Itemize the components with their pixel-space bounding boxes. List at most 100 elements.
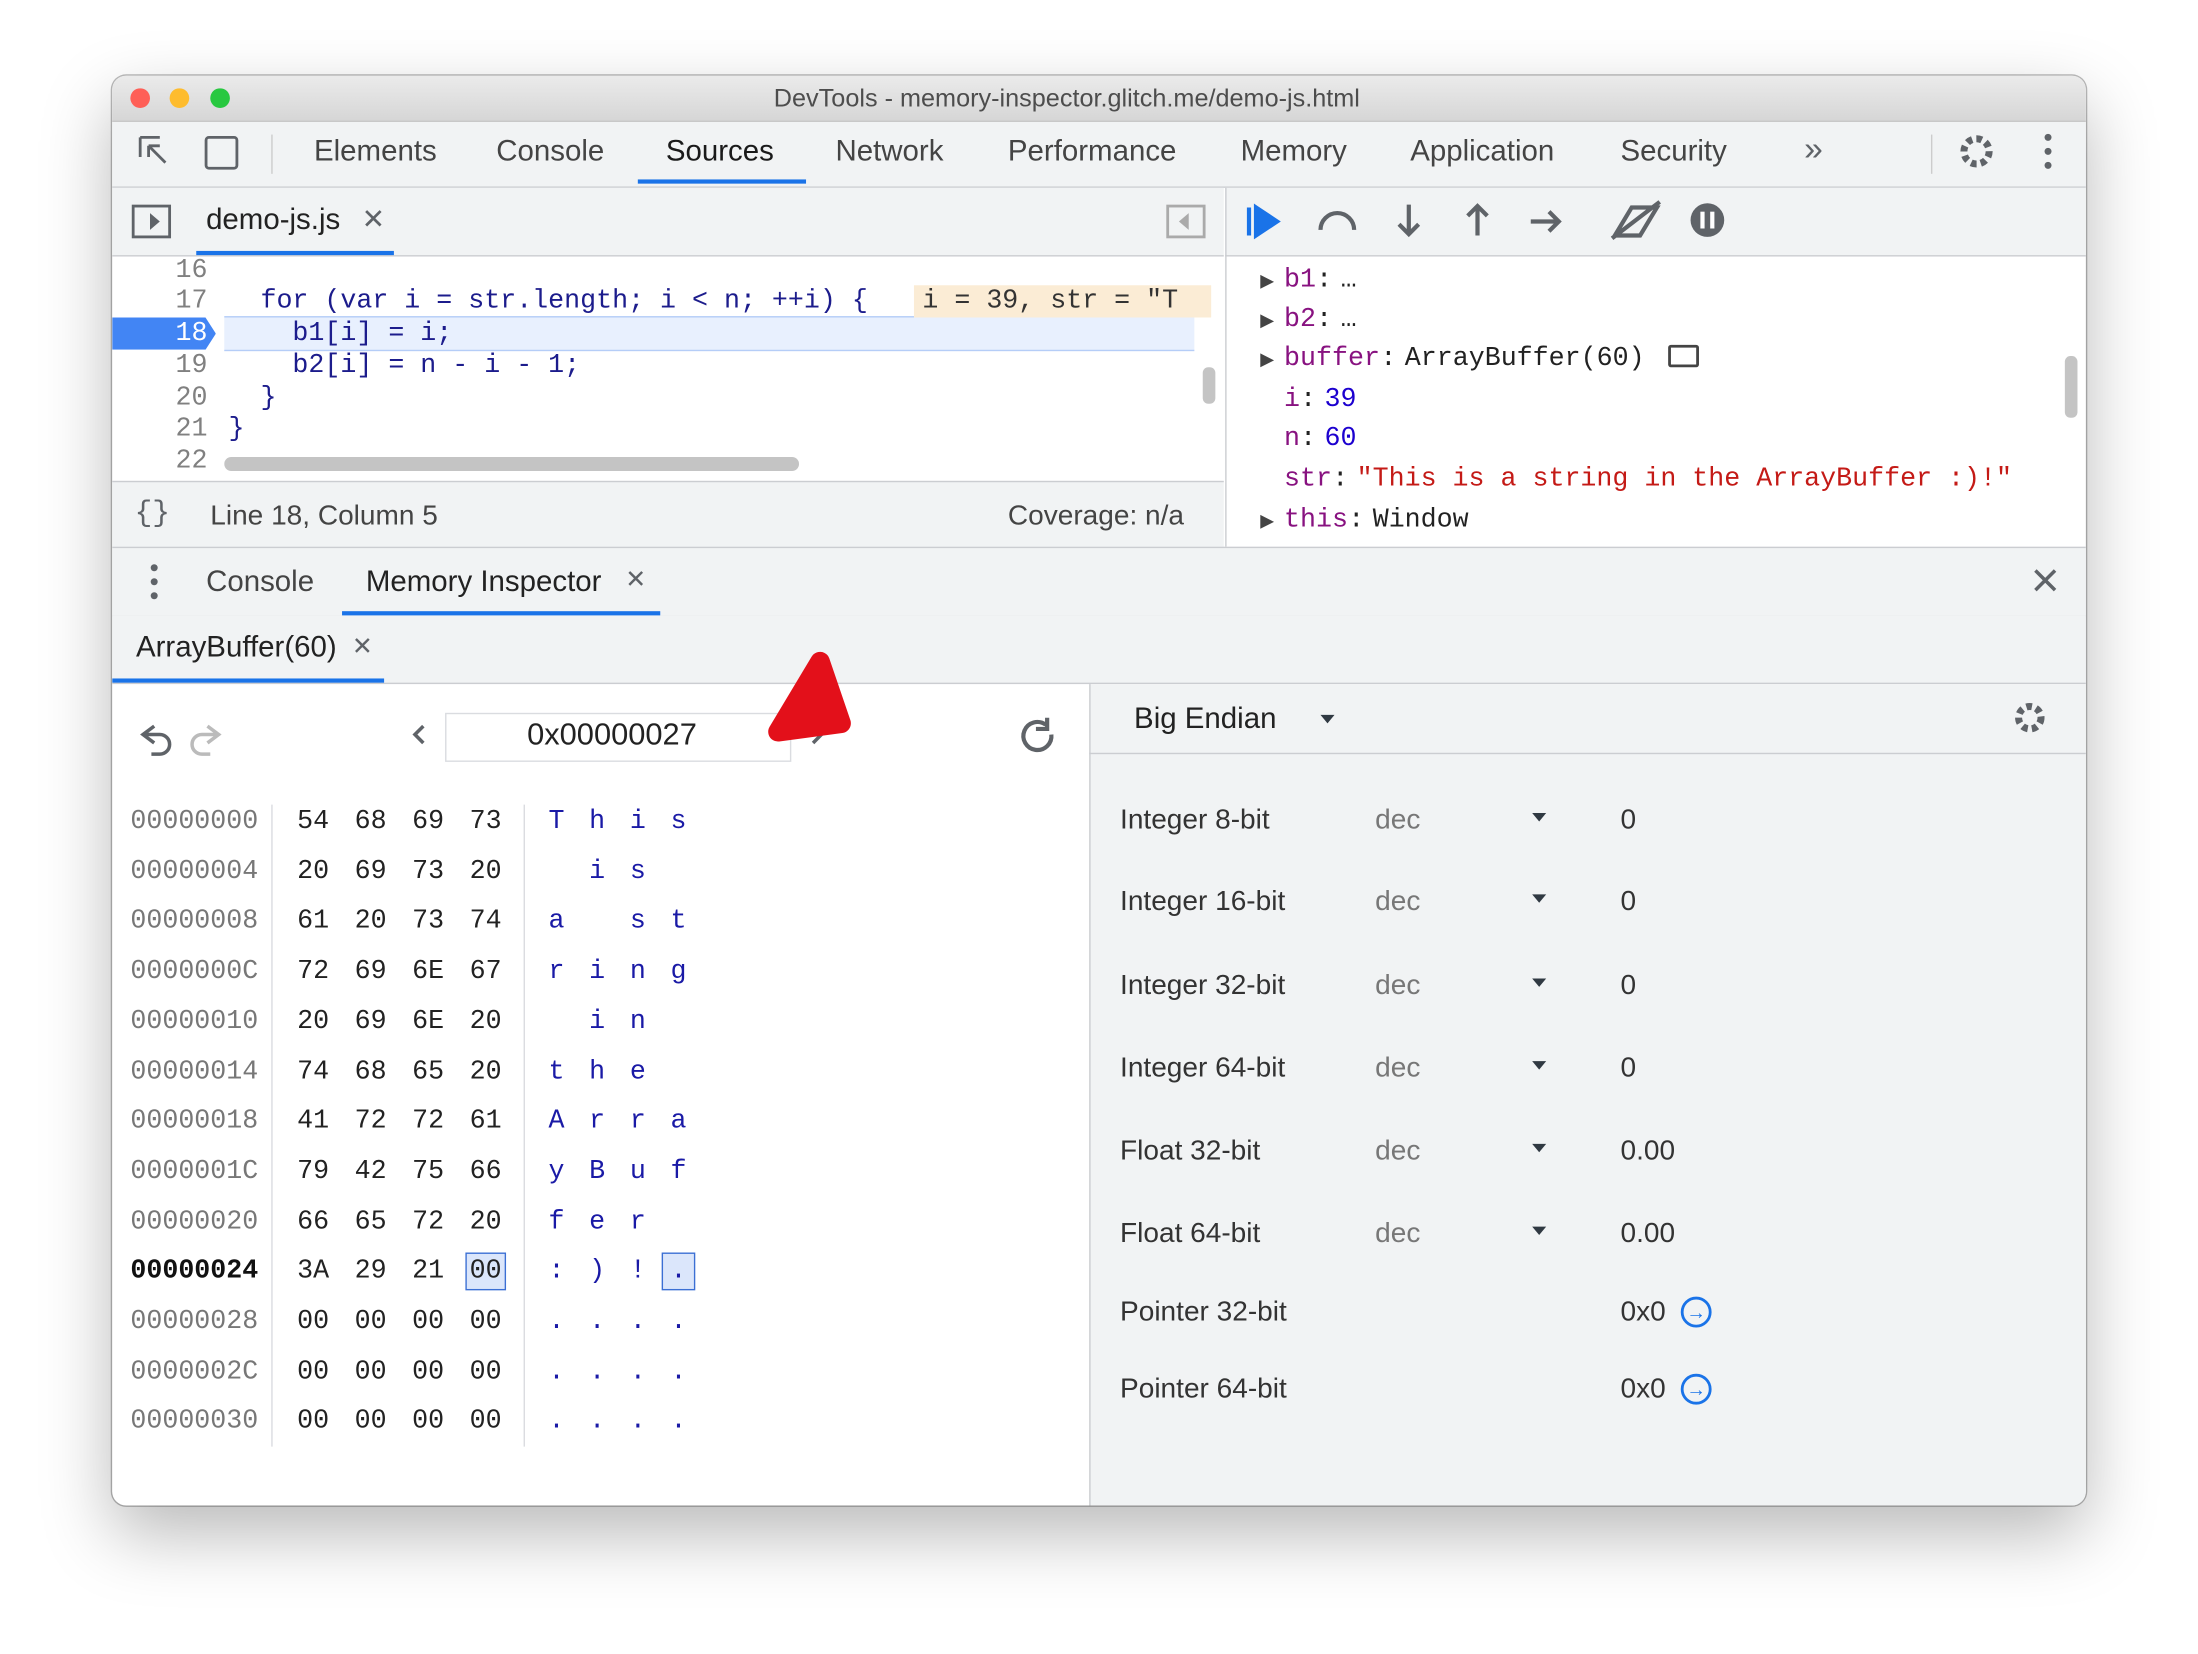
ascii-char[interactable] [669,858,689,885]
byte[interactable]: 20 [469,855,502,887]
close-button[interactable] [130,88,150,108]
ascii-char[interactable]: n [629,1005,646,1037]
format-dropdown[interactable] [1532,1061,1547,1070]
ascii-char[interactable]: f [670,1155,687,1187]
byte[interactable]: 61 [297,905,330,937]
byte[interactable]: 00 [354,1405,387,1437]
byte[interactable]: 69 [354,955,387,987]
device-icon[interactable] [204,135,239,170]
byte[interactable]: 74 [297,1055,330,1087]
ascii-char[interactable]: . [661,1252,696,1291]
byte[interactable]: 00 [412,1305,445,1337]
byte[interactable]: 66 [469,1155,502,1187]
byte[interactable]: 79 [297,1155,330,1187]
byte[interactable]: 65 [412,1055,445,1087]
byte[interactable]: 72 [412,1105,445,1137]
scope-scrollbar[interactable] [2064,356,2078,418]
value-format[interactable]: dec [1375,1052,1421,1084]
address-input[interactable] [445,712,792,762]
jump-to-pointer[interactable]: → [1680,1296,1712,1328]
value-format[interactable]: dec [1375,1135,1421,1167]
byte[interactable]: 75 [412,1155,445,1187]
ascii-char[interactable]: . [629,1405,646,1437]
ascii-char[interactable]: : [548,1255,565,1287]
ascii-char[interactable]: . [670,1305,687,1337]
ascii-char[interactable]: s [670,805,687,837]
byte[interactable]: 00 [412,1405,445,1437]
byte[interactable]: 20 [297,855,330,887]
ascii-char[interactable]: i [589,1005,606,1037]
byte[interactable]: 20 [469,1205,502,1237]
byte[interactable]: 61 [469,1105,502,1137]
byte[interactable]: 20 [469,1055,502,1087]
byte[interactable]: 6E [412,1005,445,1037]
byte[interactable]: 68 [354,805,387,837]
ascii-char[interactable]: e [589,1205,606,1237]
byte[interactable]: 00 [297,1405,330,1437]
panel-tab[interactable]: Sources [665,135,774,168]
byte[interactable]: 00 [469,1355,502,1387]
zoom-button[interactable] [210,88,230,108]
ascii-char[interactable]: y [548,1155,565,1187]
ascii-char[interactable]: t [670,905,687,937]
format-dropdown[interactable] [1532,894,1547,903]
close-icon[interactable]: ✕ [625,564,647,593]
step-out-button[interactable] [1466,203,1489,236]
drawer-tab[interactable]: Memory Inspector [365,565,602,598]
byte[interactable]: 74 [469,905,502,937]
close-icon[interactable]: ✕ [351,632,374,661]
ascii-char[interactable]: i [629,805,646,837]
step-into-button[interactable] [1397,204,1421,238]
expand-arrow[interactable]: ▶ [1260,269,1275,291]
drawer-menu[interactable] [150,564,158,600]
code-vscrollbar[interactable] [1202,367,1216,404]
panel-tab[interactable]: Console [496,135,605,168]
debugger-toggle[interactable] [1166,204,1206,239]
ascii-char[interactable]: i [589,955,606,987]
byte[interactable]: 00 [354,1305,387,1337]
panel-tab[interactable]: Performance [1007,135,1177,168]
ascii-char[interactable]: r [629,1205,646,1237]
byte[interactable]: 00 [465,1252,506,1291]
byte[interactable]: 73 [412,905,445,937]
byte[interactable]: 20 [469,1005,502,1037]
byte[interactable]: 73 [469,805,502,837]
ascii-char[interactable]: e [629,1055,646,1087]
byte[interactable]: 29 [354,1255,387,1287]
format-dropdown[interactable] [1532,1143,1547,1153]
byte[interactable]: 6E [412,955,445,987]
memory-icon[interactable] [1668,344,1699,368]
ascii-char[interactable] [669,1058,689,1085]
byte[interactable]: 69 [354,1005,387,1037]
redo-button[interactable] [190,724,222,756]
pretty-print[interactable]: {} [134,498,170,531]
ascii-char[interactable]: i [589,855,606,887]
ascii-char[interactable]: . [589,1405,606,1437]
byte[interactable]: 00 [469,1405,502,1437]
ascii-char[interactable]: . [548,1405,565,1437]
ascii-char[interactable] [669,1208,689,1235]
ascii-char[interactable]: ) [589,1255,606,1287]
endianness-dropdown[interactable] [1320,714,1335,724]
buffer-tab[interactable]: ArrayBuffer(60) [135,631,337,664]
ascii-char[interactable]: u [629,1155,646,1187]
expand-arrow[interactable]: ▶ [1260,309,1275,331]
value-format[interactable]: dec [1375,1218,1421,1250]
byte[interactable]: 42 [354,1155,387,1187]
value-format[interactable]: dec [1375,970,1421,1001]
step-button[interactable] [1530,210,1562,233]
byte[interactable]: 67 [469,955,502,987]
ascii-char[interactable]: . [629,1305,646,1337]
byte[interactable]: 3A [297,1255,330,1287]
ascii-char[interactable]: f [548,1205,565,1237]
breakpoint-marker[interactable] [112,317,216,350]
ascii-char[interactable] [547,1008,567,1035]
ascii-char[interactable]: ! [629,1255,646,1287]
panel-tab[interactable]: Application [1410,135,1555,168]
byte[interactable]: 00 [469,1305,502,1337]
jump-to-pointer[interactable]: → [1680,1373,1712,1405]
undo-button[interactable] [140,724,172,756]
ascii-char[interactable]: . [548,1305,565,1337]
navigator-toggle[interactable] [131,204,172,239]
ascii-char[interactable]: . [589,1305,606,1337]
